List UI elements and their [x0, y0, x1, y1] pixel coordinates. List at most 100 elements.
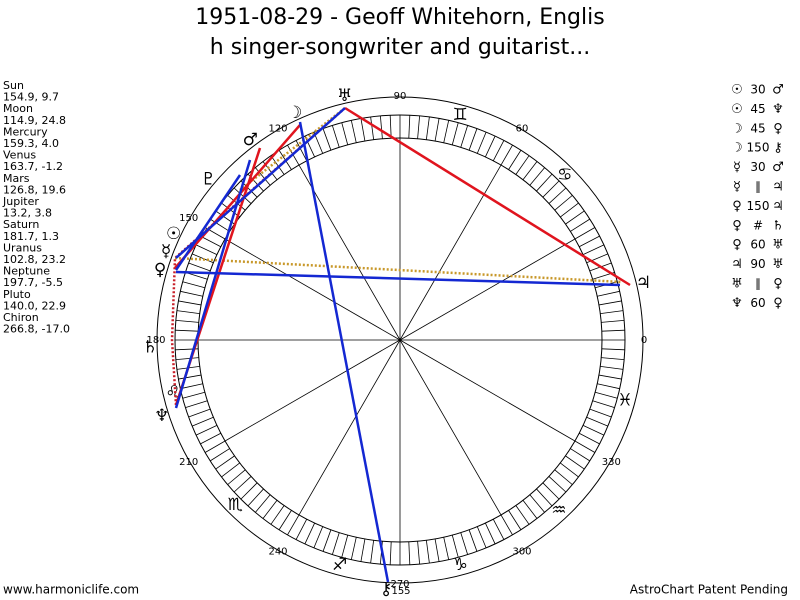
ring-tick: [548, 476, 567, 493]
ring-tick: [522, 161, 538, 180]
title-line: h singer-songwriter and guitarist...: [210, 35, 590, 60]
red-line: [174, 124, 301, 269]
sign-glyph: ♊: [453, 105, 468, 125]
aspect-planet: ☿: [733, 180, 741, 195]
ring-tick: [485, 522, 496, 545]
planet-coords: 102.8, 23.2: [3, 253, 66, 266]
aspect-planet: ♃: [772, 199, 784, 214]
ring-tick: [278, 510, 292, 530]
ring-tick: [341, 122, 349, 145]
ring-tick: [185, 400, 208, 409]
spoke: [399, 238, 576, 341]
ring-tick: [322, 128, 332, 151]
ring-tick: [582, 244, 605, 255]
blue-line: [174, 174, 242, 271]
aspect-type: #: [753, 218, 763, 232]
ring-tick: [360, 118, 366, 142]
ring-tick: [574, 227, 596, 240]
ring-tick: [417, 541, 421, 565]
ring-tick: [515, 155, 530, 175]
ring-tick: [565, 455, 585, 470]
ring-tick: [195, 244, 218, 255]
ring-tick: [592, 400, 615, 409]
ring-tick: [451, 535, 459, 558]
ring-tick: [601, 329, 625, 332]
ring-tick: [188, 408, 211, 418]
planet-name: Uranus: [3, 241, 42, 254]
ring-tick: [598, 374, 622, 380]
ring-tick: [578, 432, 600, 445]
planet-coords: 266.8, -17.0: [3, 323, 70, 336]
ring-tick: [548, 187, 567, 204]
ring-tick: [586, 416, 609, 427]
ring-tick: [560, 462, 579, 478]
aspect-type: 45: [750, 102, 765, 116]
ring-tick: [200, 432, 222, 445]
ring-tick: [191, 416, 214, 427]
ring-tick: [425, 116, 430, 140]
aspect-planet: ♃: [731, 257, 743, 272]
ring-tick: [287, 514, 300, 536]
aspect-planet: ♀: [773, 296, 783, 311]
ring-tick: [443, 537, 450, 560]
aspect-planet: ♀: [732, 218, 742, 233]
ring-tick: [570, 448, 590, 462]
ring-tick: [560, 202, 579, 218]
planet-name: Venus: [3, 149, 36, 162]
ring-tick: [515, 505, 530, 525]
ring-tick: [425, 540, 430, 564]
ring-tick: [331, 125, 340, 148]
ring-tick: [600, 365, 624, 370]
aspect-planet: ♂: [772, 160, 784, 175]
ring-tick: [295, 140, 308, 162]
ring-tick: [379, 115, 383, 139]
ring-tick: [554, 469, 573, 485]
planet-name: Mars: [3, 172, 30, 185]
aspect-type: 30: [750, 83, 765, 97]
aspect-lines: [170, 106, 631, 583]
planet-name: Chiron: [3, 311, 39, 324]
degree-label: 330: [602, 457, 621, 468]
aspect-planet: ♆: [772, 102, 784, 117]
footer-right: AstroChart Patent Pending: [630, 583, 788, 597]
ring-tick: [350, 120, 357, 143]
ring-tick: [574, 440, 596, 453]
ring-tick: [233, 476, 252, 493]
planet-glyph: ♆: [154, 406, 169, 426]
aspect-planet: ♀: [732, 199, 742, 214]
degree-label: 90: [394, 91, 407, 102]
aspect-planet: ♃: [772, 180, 784, 195]
degree-label: 155: [391, 586, 410, 597]
planet-coords: 159.3, 4.0: [3, 137, 59, 150]
aspect-type: 60: [750, 238, 765, 252]
ring-tick: [468, 529, 478, 552]
ring-tick: [175, 329, 199, 332]
planet-name: Mercury: [3, 125, 48, 138]
ring-tick: [597, 290, 620, 297]
planet-name: Moon: [3, 102, 33, 115]
ring-tick: [542, 180, 560, 198]
ring-tick: [500, 514, 513, 536]
ring-tick: [210, 448, 230, 462]
aspect-planet: ♅: [772, 238, 784, 253]
ring-tick: [536, 173, 553, 192]
aspect-planet: ♅: [772, 257, 784, 272]
aspect-type: 150: [747, 199, 770, 213]
aspect-planet: ♂: [772, 83, 784, 98]
ring-tick: [215, 455, 235, 470]
ring-tick: [508, 150, 522, 170]
ring-tick: [492, 140, 505, 162]
aspect-planet: ☽: [731, 141, 743, 156]
planet-glyph: ♀: [154, 260, 166, 280]
planet-coords: 197.7, -5.5: [3, 276, 63, 289]
aspect-planet: ♀: [732, 238, 742, 253]
ring-tick: [180, 383, 203, 390]
planet-name: Jupiter: [2, 195, 39, 208]
spoke: [224, 238, 401, 341]
ring-tick: [500, 144, 513, 166]
ring-tick: [175, 357, 199, 361]
planet-glyph: ♂: [243, 130, 258, 150]
spoke: [298, 164, 401, 341]
degree-label: 180: [146, 335, 165, 346]
ring-tick: [210, 218, 230, 232]
